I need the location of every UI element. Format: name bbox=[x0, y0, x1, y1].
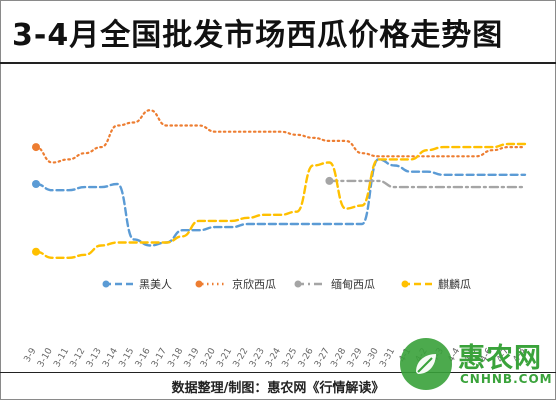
series-0-line bbox=[34, 158, 527, 247]
x-tick-label: 3-9 bbox=[23, 346, 39, 364]
x-tick-label: 3-28 bbox=[329, 346, 348, 369]
series-layer bbox=[32, 109, 527, 259]
x-tick-label: 3-14 bbox=[101, 346, 120, 369]
series-2-line bbox=[328, 179, 527, 189]
legend-label-2: 缅甸西瓜 bbox=[331, 277, 375, 291]
series-1-point bbox=[32, 143, 40, 152]
x-tick-label: 3-27 bbox=[313, 347, 332, 370]
x-tick-label: 3-24 bbox=[264, 346, 283, 369]
x-tick-label: 3-17 bbox=[150, 347, 169, 370]
leaf-icon bbox=[416, 354, 436, 374]
series-3-line bbox=[34, 142, 527, 259]
x-tick-label: 3-23 bbox=[248, 347, 267, 370]
x-tick-label: 3-25 bbox=[281, 347, 300, 370]
title-divider bbox=[0, 62, 556, 64]
line-chart: 黑美人 京欣西瓜 缅甸西瓜 麒麟瓜 3-93-103-113-123-133-143-… bbox=[23, 109, 528, 370]
chart-title: 3-4月全国批发市场西瓜价格走势图 bbox=[12, 18, 504, 53]
x-tick-label: 3-10 bbox=[36, 346, 55, 369]
x-tick-label: 3-18 bbox=[166, 346, 185, 369]
legend-label-1: 京欣西瓜 bbox=[232, 277, 276, 291]
x-tick-label: 3-31 bbox=[378, 347, 397, 370]
x-tick-label: 3-11 bbox=[52, 347, 71, 370]
x-tick-label: 3-30 bbox=[362, 346, 381, 369]
x-tick-label: 3-15 bbox=[118, 347, 137, 370]
legend-marker-3 bbox=[401, 280, 409, 288]
x-tick-label: 3-12 bbox=[69, 347, 88, 370]
legend: 黑美人 京欣西瓜 缅甸西瓜 麒麟瓜 bbox=[102, 277, 471, 291]
legend-marker-0 bbox=[102, 280, 110, 288]
title-bar: 3-4月全国批发市场西瓜价格走势图 bbox=[0, 0, 556, 62]
series-3-point bbox=[32, 247, 40, 256]
x-tick-label: 3-13 bbox=[85, 347, 104, 370]
legend-label-0: 黑美人 bbox=[139, 278, 172, 291]
series-2-point bbox=[325, 176, 334, 185]
x-tick-label: 3-29 bbox=[346, 346, 365, 369]
x-tick-label: 3-21 bbox=[215, 347, 234, 370]
watermark-name: 惠农网 bbox=[458, 343, 542, 374]
legend-marker-2 bbox=[294, 280, 302, 288]
series-1-line bbox=[34, 109, 527, 164]
footer: 数据整理/制图：惠农网《行情解读》 bbox=[0, 372, 556, 399]
series-0-point bbox=[32, 180, 40, 188]
x-tick-label: 3-16 bbox=[134, 346, 153, 369]
watermark-domain: CNHNB.COM bbox=[460, 372, 553, 386]
x-tick-label: 3-26 bbox=[297, 346, 316, 369]
x-tick-label: 3-19 bbox=[183, 346, 202, 369]
legend-label-3: 麒麟瓜 bbox=[438, 277, 471, 291]
footer-credit: 数据整理/制图：惠农网《行情解读》 bbox=[171, 381, 385, 396]
legend-marker-1 bbox=[195, 280, 203, 288]
x-tick-label: 3-22 bbox=[232, 347, 251, 370]
x-tick-label: 3-20 bbox=[199, 346, 218, 369]
watermark-logo: 惠农网 CNHNB.COM bbox=[400, 334, 553, 394]
